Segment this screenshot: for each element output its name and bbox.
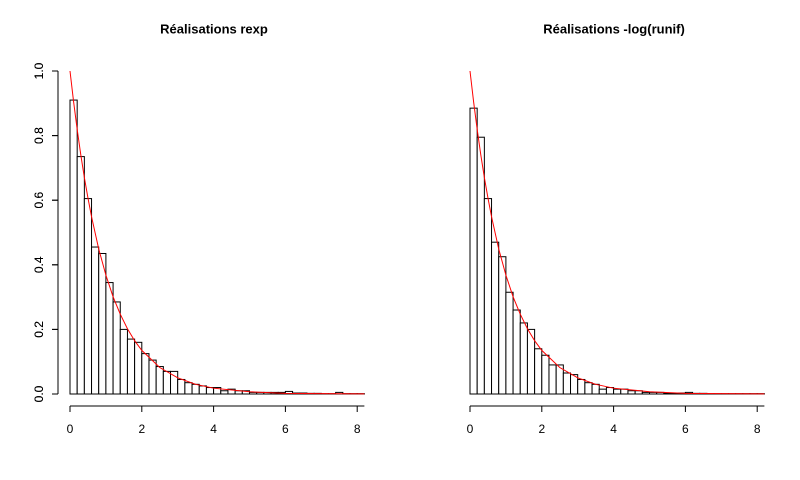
x-tick-label: 6	[682, 422, 689, 436]
bar	[483, 198, 493, 395]
bar	[541, 354, 550, 395]
bar	[198, 385, 207, 395]
bar	[105, 282, 114, 395]
bar	[476, 136, 485, 395]
bar	[148, 359, 157, 395]
y-tick-label: 0.0	[32, 385, 46, 402]
bar	[191, 383, 200, 395]
y-tick-label: 0.8	[32, 127, 46, 144]
bar	[112, 301, 121, 395]
bar	[141, 353, 150, 395]
bar	[134, 341, 143, 395]
bar	[69, 99, 78, 395]
bar	[205, 387, 215, 395]
y-tick-label: 0.8	[32, 127, 46, 144]
density-curve	[69, 70, 365, 395]
y-tick-label: 0.0	[32, 385, 46, 402]
x-tick-label: 0	[67, 422, 74, 436]
bar	[249, 391, 258, 395]
chart-title: Réalisations rexp	[160, 21, 268, 36]
x-tick-label: 6	[282, 422, 289, 436]
bar	[91, 246, 100, 395]
bar	[548, 364, 557, 395]
x-tick-label: 2	[538, 422, 545, 436]
bar	[505, 291, 514, 395]
density-curve	[469, 70, 765, 395]
y-tick-label: 0.6	[32, 192, 46, 209]
bar	[649, 391, 658, 395]
x-tick-label: 0	[467, 422, 474, 436]
bar	[598, 388, 607, 395]
bar	[562, 372, 572, 395]
x-tick-label: 2	[138, 422, 145, 436]
bar	[76, 156, 85, 395]
bar	[605, 387, 615, 395]
bar	[613, 388, 622, 395]
bar	[498, 256, 507, 395]
bar	[98, 252, 107, 395]
bar	[641, 391, 651, 395]
bar	[663, 392, 672, 395]
x-tick-label: 4	[210, 422, 217, 436]
chart-title: Réalisations -log(runif)	[543, 21, 685, 36]
bar	[577, 378, 586, 395]
x-tick-label: 8	[754, 422, 761, 436]
y-tick-label: 1.0	[32, 62, 46, 79]
y-tick-label: 0.4	[32, 256, 46, 273]
bar	[155, 366, 164, 395]
bar	[177, 378, 186, 395]
y-tick-label: 0.6	[32, 192, 46, 209]
y-tick-label: 0.4	[32, 256, 46, 273]
bar	[627, 390, 636, 395]
bar	[591, 383, 600, 395]
bar	[126, 338, 136, 395]
bar	[584, 382, 593, 395]
bar	[162, 370, 172, 395]
bar	[184, 382, 193, 395]
bar	[119, 328, 128, 395]
bar	[534, 348, 543, 395]
bar	[519, 322, 528, 395]
x-tick-label: 8	[354, 422, 361, 436]
bar	[83, 198, 93, 395]
bar	[220, 390, 229, 395]
y-tick-label: 1.0	[32, 62, 46, 79]
y-tick-label: 0.2	[32, 321, 46, 338]
y-tick-label: 0.2	[32, 321, 46, 338]
bar	[512, 309, 521, 395]
bar	[469, 107, 478, 395]
x-tick-label: 4	[610, 422, 617, 436]
bar	[491, 241, 500, 395]
